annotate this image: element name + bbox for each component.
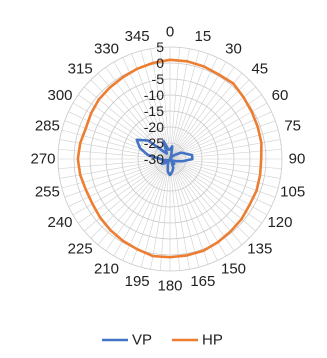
angle-grid-spoke: [169, 86, 256, 160]
angle-grid-spoke: [169, 158, 200, 268]
angle-tick-label: 0: [166, 24, 174, 41]
angle-grid-spoke: [169, 158, 281, 179]
angle-grid-spoke: [140, 158, 171, 268]
angle-grid-spoke: [169, 47, 181, 160]
angle-grid-spoke: [169, 61, 227, 160]
angle-grid-spoke: [159, 158, 171, 271]
angle-grid-spoke: [169, 57, 218, 160]
series-layer: [76, 58, 263, 259]
radial-tick-label: 5: [156, 39, 164, 55]
angle-grid-spoke: [122, 57, 171, 160]
angle-tick-label: 120: [267, 214, 292, 231]
legend: VP HP: [102, 332, 223, 349]
radial-tick-label: -30: [144, 151, 164, 167]
angle-grid-spoke: [169, 158, 272, 207]
angle-grid-spoke: [169, 50, 200, 160]
angle-tick-label: 30: [225, 41, 242, 58]
grid-layer: [57, 46, 283, 272]
angle-grid-spoke: [59, 158, 171, 179]
angle-grid-spoke: [61, 158, 171, 189]
angle-grid-spoke: [169, 48, 190, 160]
angle-tick-label: 345: [125, 28, 150, 45]
angle-grid-spoke: [68, 158, 171, 207]
series-line-hp: [76, 58, 263, 259]
angle-grid-spoke: [169, 158, 218, 261]
angle-tick-label: 195: [125, 273, 150, 290]
angle-tick-label: 225: [68, 240, 93, 257]
angle-tick-label: 105: [280, 183, 305, 200]
angle-grid-spoke: [169, 94, 262, 160]
angle-tick-label: 135: [247, 240, 272, 257]
angle-grid-spoke: [61, 129, 171, 160]
angle-tick-label: 210: [94, 260, 119, 277]
angle-tick-label: 60: [272, 87, 289, 104]
angle-tick-label: 330: [94, 41, 119, 58]
angle-tick-label: 285: [35, 118, 60, 135]
radial-tick-label: -10: [144, 87, 164, 103]
series-line-vp: [135, 138, 194, 177]
angle-grid-spoke: [169, 148, 282, 160]
angle-grid-spoke: [90, 158, 171, 239]
angle-grid-spoke: [78, 94, 171, 160]
angle-grid-spoke: [169, 158, 181, 271]
angle-grid-spoke: [150, 48, 171, 160]
angle-grid-spoke: [122, 158, 171, 261]
angle-tick-label: 90: [289, 151, 306, 168]
angle-grid-spoke: [64, 120, 171, 160]
angle-grid-spoke: [169, 67, 235, 160]
angle-grid-spoke: [169, 73, 243, 160]
angle-tick-label: 45: [251, 61, 268, 78]
legend-label-hp: HP: [202, 332, 223, 349]
angle-grid-spoke: [169, 158, 190, 270]
angle-grid-spoke: [169, 158, 227, 257]
legend-label-vp: VP: [132, 332, 152, 349]
angle-grid-spoke: [58, 158, 171, 170]
angle-grid-spoke: [169, 158, 235, 251]
angle-grid-spoke: [169, 158, 268, 216]
radial-tick-label: -20: [144, 119, 164, 135]
angle-grid-spoke: [140, 50, 171, 160]
angle-grid-spoke: [169, 53, 209, 160]
angle-grid-spoke: [84, 158, 171, 232]
angle-grid-spoke: [64, 158, 171, 198]
angle-tick-label: 15: [195, 28, 212, 45]
angle-tick-label: 75: [284, 118, 301, 135]
angle-grid-spoke: [150, 158, 171, 270]
radial-tick-label: 0: [156, 55, 164, 71]
angle-tick-label: 255: [35, 183, 60, 200]
angle-tick-label: 270: [30, 151, 55, 168]
angle-tick-label: 180: [157, 278, 182, 295]
angle-tick-label: 315: [68, 61, 93, 78]
angle-grid-spoke: [169, 158, 279, 189]
angle-tick-label: 300: [47, 87, 72, 104]
angle-tick-label: 240: [47, 214, 72, 231]
angle-grid-spoke: [72, 158, 171, 216]
radial-tick-label: -25: [144, 135, 164, 151]
angle-tick-label: 165: [190, 273, 215, 290]
angle-grid-spoke: [68, 111, 171, 160]
radial-tick-label: -5: [152, 71, 165, 87]
radial-tick-label: -15: [144, 103, 164, 119]
angle-grid-spoke: [159, 47, 171, 160]
angle-grid-spoke: [169, 158, 209, 265]
angle-grid-spoke: [169, 79, 250, 160]
angle-tick-label: 150: [221, 260, 246, 277]
angle-grid-spoke: [78, 158, 171, 224]
angle-grid-spoke: [169, 111, 272, 160]
angle-grid-spoke: [131, 158, 171, 265]
angle-grid-spoke: [72, 102, 171, 160]
